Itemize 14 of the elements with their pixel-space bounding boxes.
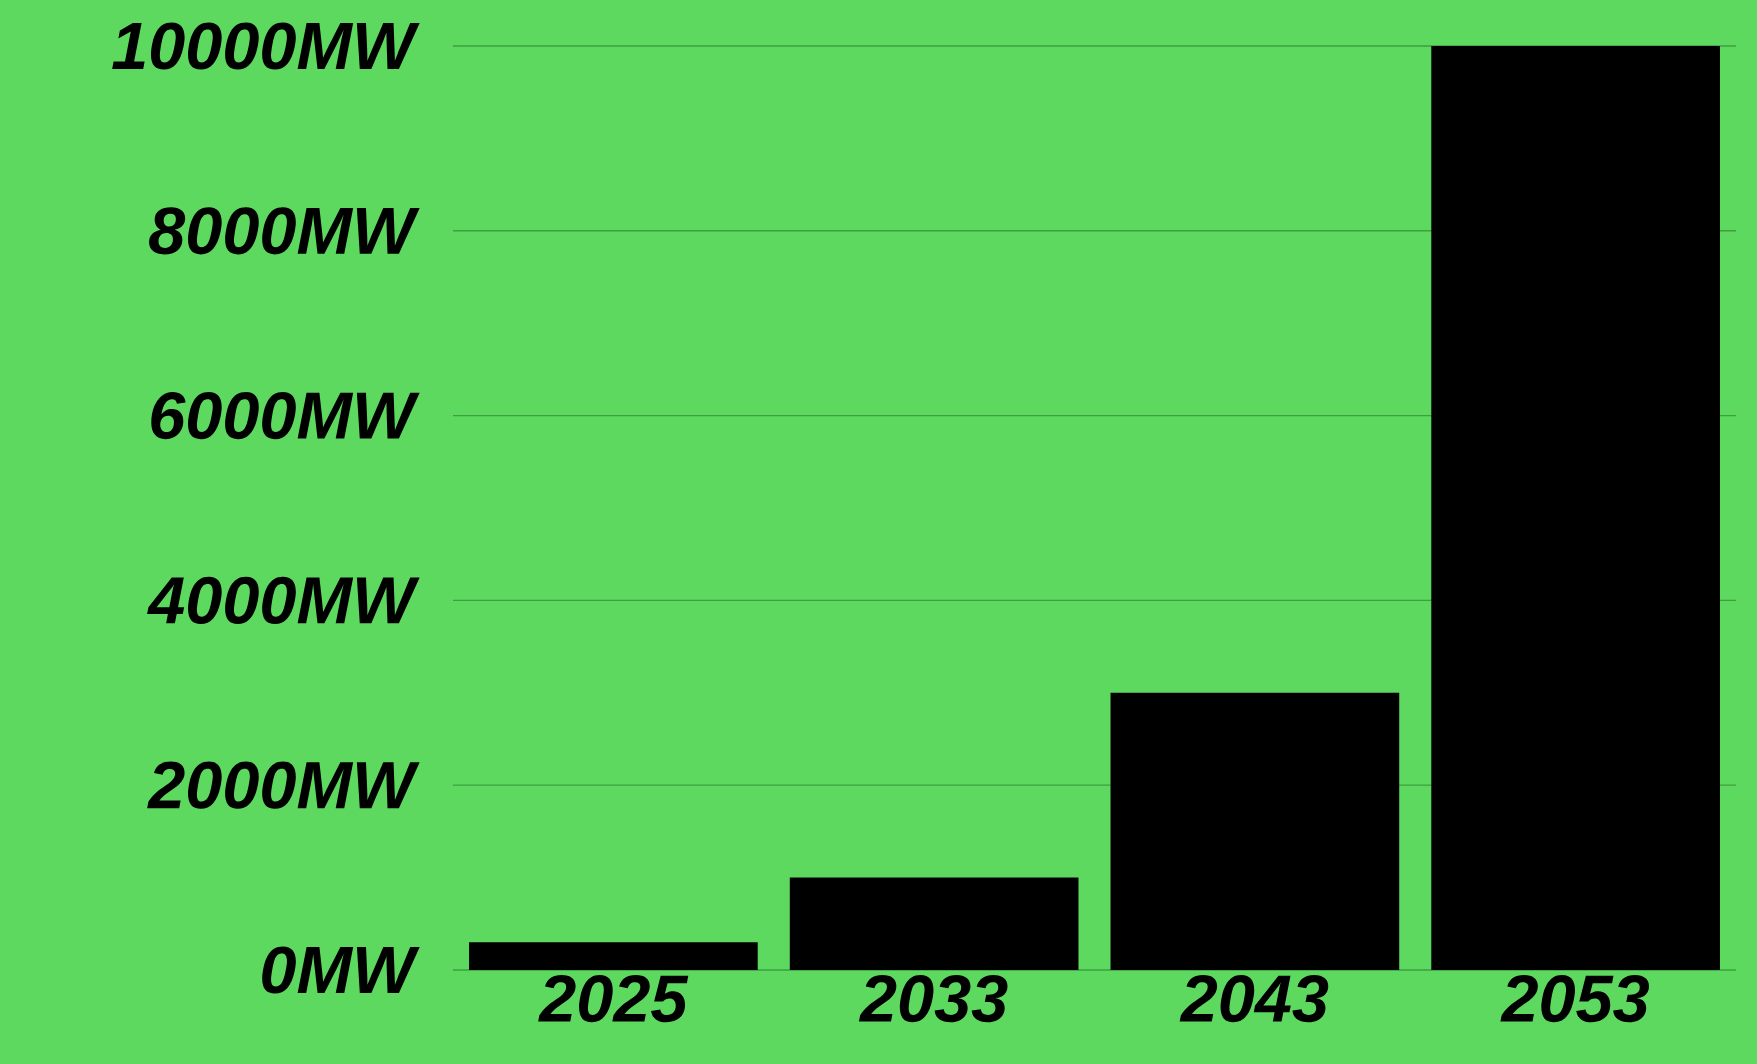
y-tick-label: 6000MW — [151, 391, 420, 440]
x-tick-label: 2043 — [1179, 975, 1329, 1023]
bar — [1431, 45, 1720, 970]
y-tick-label: 2000MW — [147, 761, 420, 809]
y-tick-label: 0MW — [262, 946, 420, 994]
y-tick-label: 8000MW — [149, 207, 420, 255]
x-tick-label: 2025 — [538, 975, 689, 1023]
bar — [789, 877, 1079, 970]
y-tick-label: 4000MW — [147, 576, 420, 624]
bar — [469, 942, 758, 970]
x-tick-label: 2053 — [1500, 975, 1649, 1023]
bar — [1110, 692, 1400, 970]
y-tick-label: 10000MW — [112, 22, 420, 70]
x-tick-label: 2033 — [858, 975, 1008, 1023]
